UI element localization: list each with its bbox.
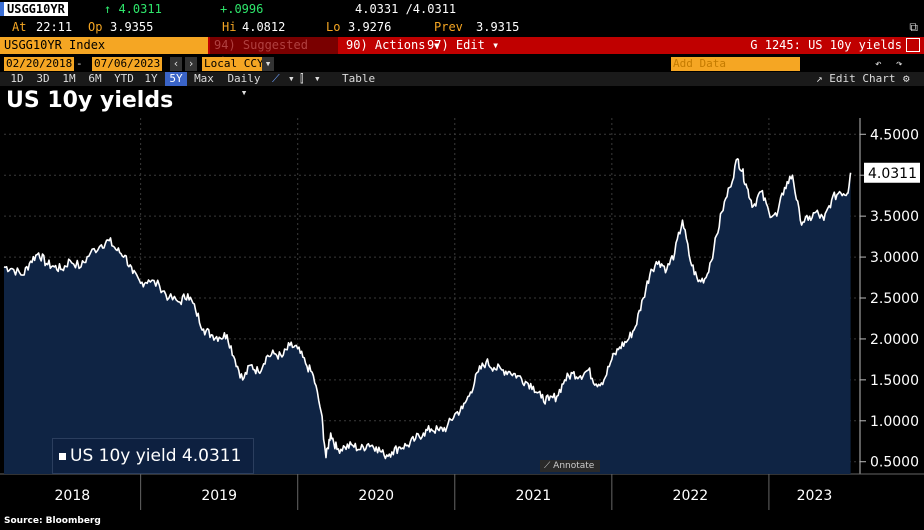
edit-chart-button[interactable]: ↗ Edit Chart	[816, 72, 896, 85]
last-value-box	[864, 162, 920, 183]
y-tick-label: 1.5000	[870, 373, 919, 389]
period-1m[interactable]: 1M	[62, 72, 76, 85]
chart-legend: US 10y yield 4.0311	[52, 438, 254, 474]
net-change: +.0996	[220, 2, 264, 16]
legend-series-value: 4.0311	[181, 446, 242, 466]
series-line	[3, 158, 852, 460]
y-tick-label: 3.5000	[870, 209, 919, 225]
end-date-field[interactable]: 07/06/2023	[92, 57, 163, 71]
y-tick-label: 0.5000	[870, 455, 919, 471]
annotate-button[interactable]: ⟋ Annotate	[540, 460, 600, 472]
y-tick-label: 4.5000	[870, 127, 919, 143]
x-tick-label: 2021	[515, 488, 551, 504]
prev-label: Prev	[434, 20, 463, 34]
source-note: Source: Bloomberg	[4, 516, 101, 526]
legend-swatch	[59, 452, 66, 460]
stats-row: At 22:11 Op 3.9355 Hi 4.0812 Lo 3.9276 P…	[0, 18, 924, 36]
prev-value: 3.9315	[476, 20, 520, 34]
date-separator: -	[76, 57, 83, 70]
candlestick-icon[interactable]: ⫿	[300, 72, 304, 85]
open-value: 3.9355	[110, 20, 154, 34]
high-value: 4.0812	[242, 20, 286, 34]
date-range-row: 02/20/2018 - 07/06/2023 ‹ › Local CCY ▾ …	[0, 57, 924, 72]
y-tick-label: 1.0000	[870, 414, 919, 430]
redo-icon[interactable]: ↷	[896, 57, 903, 70]
actions-menu[interactable]: 90) Actions ▾	[346, 38, 440, 52]
security-field[interactable]: USGG10YR Index	[0, 37, 208, 54]
undo-icon[interactable]: ↶	[875, 57, 882, 70]
popout-icon[interactable]: ⧉	[909, 20, 918, 34]
x-tick-label: 2022	[673, 488, 709, 504]
time-label: At	[12, 20, 27, 34]
y-tick-label: 2.5000	[870, 291, 919, 307]
x-tick-label: 2023	[797, 488, 833, 504]
period-5y[interactable]: 5Y	[165, 72, 187, 86]
command-bar: USGG10YR Index 94) Suggested Charts 90) …	[0, 37, 924, 69]
period-ytd[interactable]: YTD	[114, 72, 134, 85]
edit-menu[interactable]: 97) Edit ▾	[427, 38, 500, 52]
period-1y[interactable]: 1Y	[144, 72, 158, 85]
chevron-down-icon[interactable]: ▾	[314, 72, 321, 85]
legend-series-name: US 10y yield	[70, 446, 177, 466]
ticker-row: USGG10YR ↑ 4.0311 +.0996 4.0331 /4.0311	[0, 0, 924, 18]
x-tick-label: 2019	[201, 488, 237, 504]
x-tick-label: 2020	[358, 488, 394, 504]
high-label: Hi	[222, 20, 237, 34]
chart-title: US 10y yields	[6, 88, 174, 113]
window-icon[interactable]	[906, 38, 920, 52]
period-3d[interactable]: 3D	[36, 72, 50, 85]
chevron-down-icon[interactable]: ▾	[262, 57, 274, 71]
last-price: ↑ 4.0311	[104, 2, 162, 16]
y-tick-label: 2.0000	[870, 332, 919, 348]
gear-icon[interactable]: ⚙	[903, 72, 910, 85]
chevron-left-icon[interactable]: ‹	[170, 57, 182, 71]
line-chart-icon[interactable]: ⟋	[272, 72, 280, 85]
series-area	[4, 158, 851, 475]
ticker-symbol[interactable]: USGG10YR	[0, 2, 68, 16]
period-6m[interactable]: 6M	[88, 72, 102, 85]
chart-id: G 1245: US 10y yields	[750, 38, 902, 52]
frequency-select[interactable]: Daily ▾	[227, 72, 261, 99]
last-value-label: 4.0311	[868, 166, 917, 182]
low-value: 3.9276	[348, 20, 392, 34]
period-1d[interactable]: 1D	[10, 72, 24, 85]
chevron-right-icon[interactable]: ›	[185, 57, 197, 71]
low-label: Lo	[326, 20, 341, 34]
period-toolbar: 1D 3D 1M 6M YTD 1Y 5Y Max Daily ▾ ⟋ ▾ ⫿ …	[0, 72, 924, 99]
period-max[interactable]: Max	[194, 72, 214, 85]
currency-select[interactable]: Local CCY	[202, 57, 266, 71]
start-date-field[interactable]: 02/20/2018	[4, 57, 75, 71]
y-tick-label: 3.0000	[870, 250, 919, 266]
table-button[interactable]: Table	[342, 72, 376, 85]
chevron-down-icon[interactable]: ▾	[288, 72, 295, 85]
open-label: Op	[88, 20, 103, 34]
time-value: 22:11	[36, 20, 73, 34]
bid-ask: 4.0331 /4.0311	[355, 2, 457, 16]
x-tick-label: 2018	[55, 488, 91, 504]
add-data-input[interactable]: Add Data	[671, 57, 800, 71]
